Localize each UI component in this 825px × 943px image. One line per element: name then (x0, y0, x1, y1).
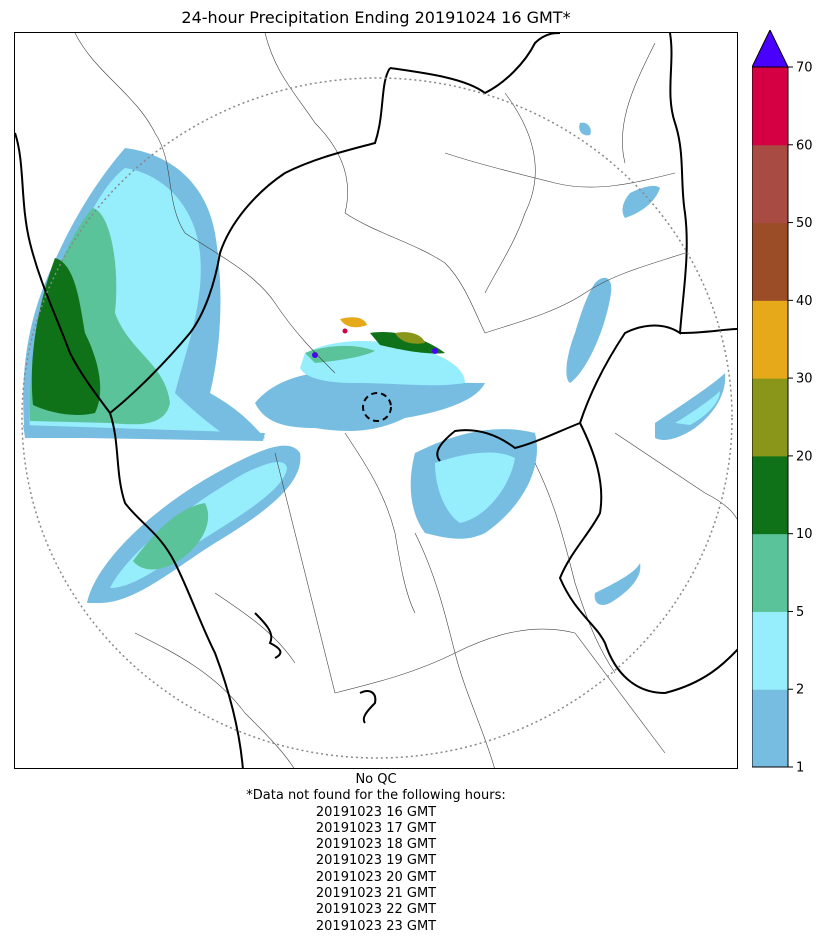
radar-site-marker (362, 392, 392, 422)
chart-title: 24-hour Precipitation Ending 20191024 16… (181, 8, 571, 27)
colorbar-ticks: 1 2 5 10 20 30 40 50 60 70 (788, 61, 813, 776)
map-canvas (15, 33, 737, 768)
missing-hour: 20191023 17 GMT (315, 820, 437, 836)
missing-hour: 20191023 22 GMT (315, 902, 437, 918)
colorbar-swatch (752, 67, 788, 146)
rain-streak-northeast (566, 277, 612, 383)
missing-data-header: *Data not found for the following hours: (246, 788, 506, 804)
rain-band-horizontal (23, 425, 265, 441)
state-borders (15, 33, 737, 768)
rain-cell-extreme (432, 348, 438, 354)
rain-cell-extreme (312, 352, 318, 358)
colorbar-tick-label: 10 (796, 527, 813, 542)
colorbar-swatches (752, 67, 788, 768)
missing-hour: 20191023 21 GMT (315, 886, 437, 902)
district-borders (74, 33, 737, 768)
rain-streak-north (622, 185, 660, 218)
rain-cell-central-heavy (305, 345, 375, 363)
colorbar-swatch (752, 533, 788, 612)
colorbar-tick-label: 70 (796, 61, 813, 76)
colorbar-swatch (752, 611, 788, 690)
missing-hour: 20191023 23 GMT (315, 918, 437, 934)
colorbar-swatch (752, 689, 788, 768)
colorbar-tick-label: 5 (796, 605, 804, 620)
qc-note: No QC (355, 772, 397, 787)
colorbar-extend-arrow (752, 30, 789, 68)
missing-hour: 20191023 18 GMT (315, 837, 437, 853)
colorbar-swatch (752, 222, 788, 301)
rain-area-east-central-moderate (435, 452, 515, 523)
colorbar-frame (752, 66, 789, 768)
missing-hour: 20191023 16 GMT (315, 804, 437, 820)
colorbar-swatch (752, 378, 788, 457)
footnotes: No QC *Data not found for the following … (14, 772, 738, 935)
colorbar-tick-label: 50 (796, 216, 813, 231)
precipitation-map (14, 32, 738, 769)
rain-area-central-light (255, 371, 485, 431)
rain-cell-central-intense (370, 332, 445, 354)
rain-speck-north (579, 122, 591, 136)
colorbar-swatch (752, 455, 788, 535)
rain-streak-east-inner (675, 391, 720, 425)
colorbar-swatch (752, 144, 788, 224)
rain-streak-southeast (594, 563, 641, 605)
colorbar-tick-label: 1 (796, 761, 804, 776)
missing-hour: 20191023 20 GMT (315, 869, 437, 885)
colorbar-tick-label: 60 (796, 138, 813, 153)
rain-cell-red (342, 328, 348, 334)
colorbar-tick-label: 40 (796, 294, 813, 309)
rain-cell-central-yellow (340, 317, 367, 328)
rain-cell-central-olive (395, 332, 425, 344)
rain-area-southwest-heavy (133, 503, 209, 570)
precipitation-fields (23, 122, 726, 605)
colorbar-tick-label: 30 (796, 372, 813, 387)
rain-streak-east (655, 373, 726, 440)
missing-hour: 20191023 19 GMT (315, 853, 437, 869)
colorbar-tick-label: 20 (796, 449, 813, 464)
colorbar-tick-label: 2 (796, 683, 804, 698)
colorbar: 1 2 5 10 20 30 40 50 60 70 (752, 30, 813, 776)
colorbar-swatch (752, 300, 788, 379)
radar-range-ring (21, 77, 733, 759)
